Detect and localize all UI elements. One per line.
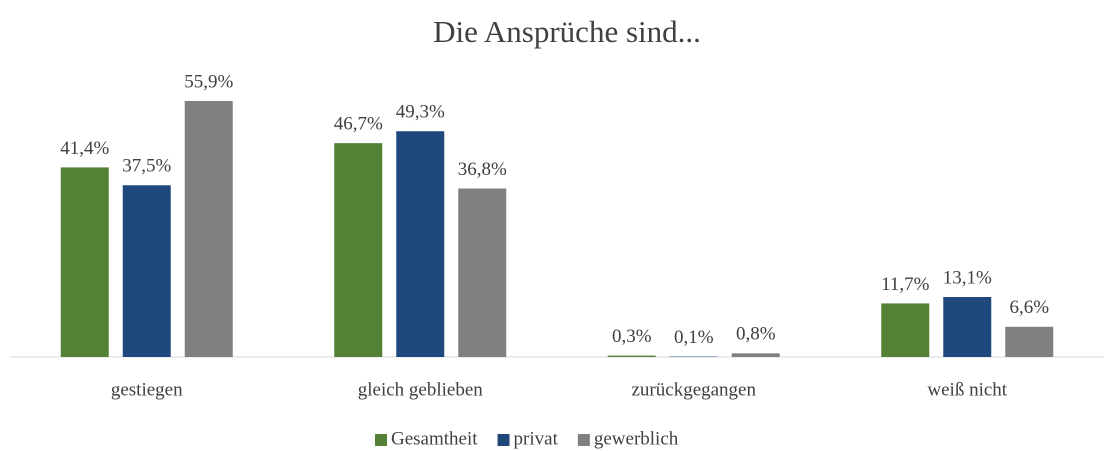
value-label: 0,1% xyxy=(674,327,714,348)
value-label: 11,7% xyxy=(881,274,930,295)
legend-label: gewerblich xyxy=(594,428,679,449)
value-label: 0,3% xyxy=(612,326,652,347)
x-tick-label: gleich geblieben xyxy=(358,379,484,400)
x-tick-label: weiß nicht xyxy=(927,379,1007,400)
bar xyxy=(607,355,656,357)
legend-label: Gesamtheit xyxy=(391,428,478,449)
legend-label: privat xyxy=(514,428,559,449)
bar xyxy=(1005,326,1054,357)
value-label: 49,3% xyxy=(396,102,445,123)
bar xyxy=(122,185,171,357)
value-label: 37,5% xyxy=(122,156,171,177)
bar xyxy=(881,303,930,357)
bar xyxy=(334,143,383,357)
bar xyxy=(396,131,445,357)
bar xyxy=(731,353,780,357)
chart-title: Die Ansprüche sind... xyxy=(433,14,701,49)
bar xyxy=(60,167,109,357)
x-tick-label: gestiegen xyxy=(111,379,183,400)
legend-swatch xyxy=(577,434,590,446)
bar xyxy=(943,297,992,357)
value-label: 6,6% xyxy=(1009,297,1049,318)
bar xyxy=(458,188,507,357)
x-tick-label: zurückgegangen xyxy=(632,379,757,400)
legend-swatch xyxy=(375,434,387,446)
legend-swatch xyxy=(497,434,510,446)
value-label: 36,8% xyxy=(458,159,507,180)
value-label: 55,9% xyxy=(184,71,233,92)
bar xyxy=(184,101,233,357)
value-label: 13,1% xyxy=(943,267,992,288)
value-label: 41,4% xyxy=(60,138,109,159)
value-label: 0,8% xyxy=(736,324,776,345)
value-label: 46,7% xyxy=(334,113,383,134)
